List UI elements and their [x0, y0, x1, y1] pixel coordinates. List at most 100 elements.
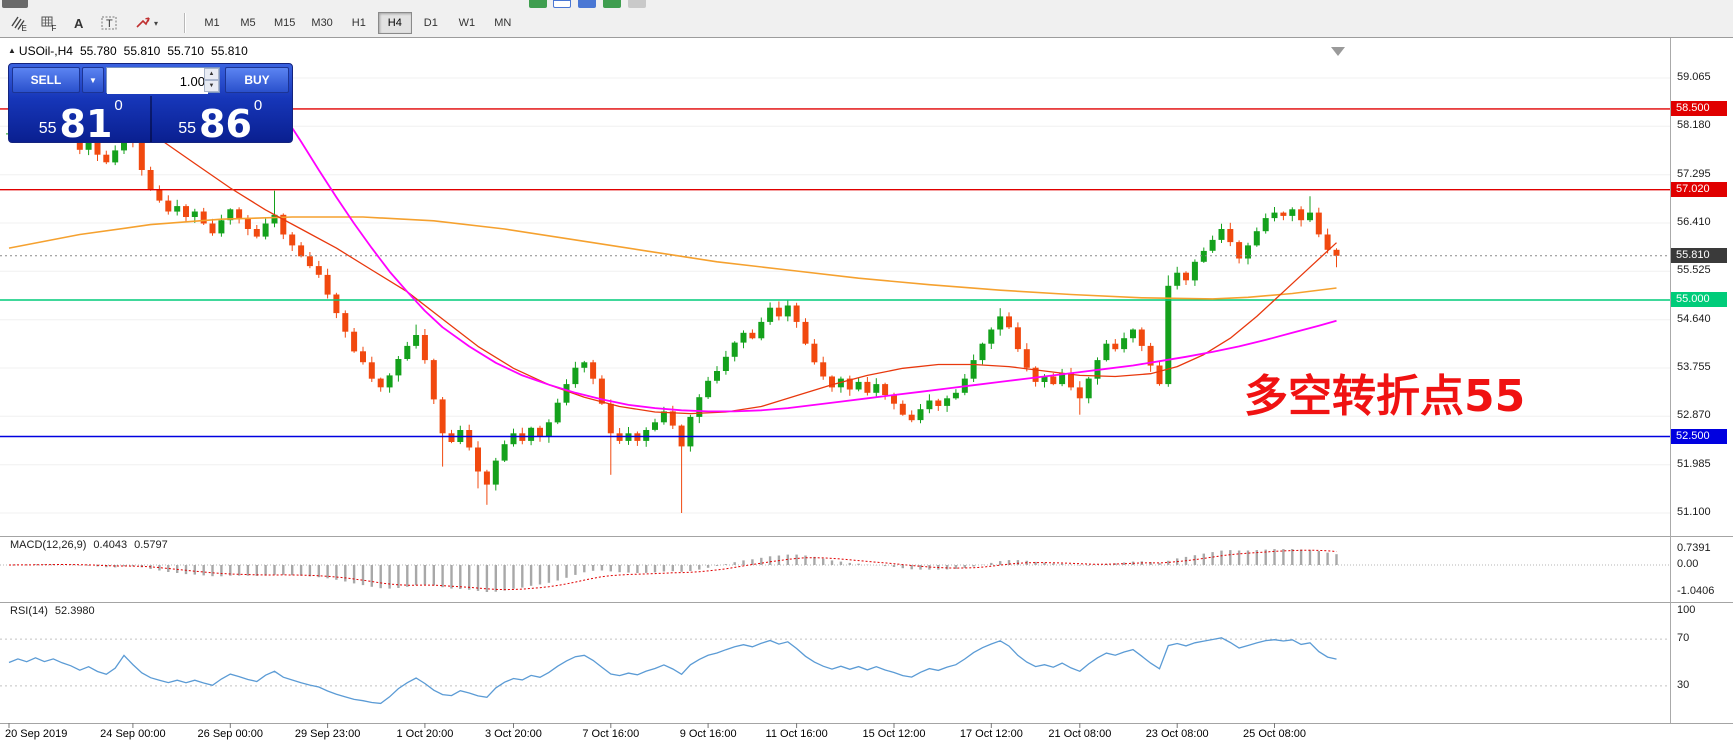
- trade-panel-controls: SELL ▼ ▲ ▼ BUY: [12, 67, 289, 94]
- price-axis-label: 59.065: [1677, 71, 1711, 83]
- buy-price-pipette: 0: [253, 97, 263, 114]
- time-axis-label: 17 Oct 12:00: [959, 728, 1023, 740]
- chart-shift-marker-icon[interactable]: [1331, 47, 1345, 56]
- time-axis-ticks: [8, 723, 1275, 728]
- text-label-tool-button[interactable]: T: [96, 11, 122, 35]
- stepper-up-button[interactable]: ▲: [204, 68, 219, 80]
- volume-input[interactable]: [107, 68, 208, 94]
- timeframe-button-m1[interactable]: M1: [195, 12, 229, 34]
- clipped-toolbar-row: [0, 0, 1733, 9]
- bar-open-value: 55.780: [79, 44, 117, 58]
- volume-dropdown-button[interactable]: ▼: [82, 67, 104, 93]
- timeframe-button-m5[interactable]: M5: [231, 12, 265, 34]
- clipped-icon: [529, 0, 547, 8]
- timeframe-button-w1[interactable]: W1: [450, 12, 484, 34]
- price-axis-label: 53.755: [1677, 361, 1711, 373]
- price-axis-label: 55.525: [1677, 264, 1711, 277]
- time-axis-label: 20 Sep 2019: [5, 728, 68, 740]
- time-axis-label: 29 Sep 23:00: [294, 728, 361, 740]
- time-axis-label: 21 Oct 08:00: [1048, 728, 1112, 740]
- time-axis-label: 26 Sep 00:00: [197, 728, 263, 740]
- clipped-icon: [603, 0, 621, 8]
- bar-high-value: 55.810: [123, 44, 161, 58]
- svg-text:A: A: [74, 16, 84, 31]
- macd-axis-label: 0.00: [1677, 558, 1699, 570]
- bar-close-value: 55.810: [211, 44, 248, 58]
- price-level-badge[interactable]: 57.020: [1671, 181, 1727, 197]
- rsi-axis-label: 30: [1677, 679, 1690, 691]
- sell-price-big-digits: 81: [59, 101, 113, 146]
- clipped-icon: [2, 0, 28, 8]
- clipped-icon: [553, 0, 571, 8]
- symbol-label: USOil-,H4: [18, 44, 73, 58]
- text-a-icon: A: [74, 16, 84, 31]
- rsi-name: RSI(14): [10, 605, 48, 617]
- panel-collapse-icon[interactable]: ▲: [8, 46, 16, 55]
- macd-main-value: 0.4043: [93, 539, 128, 551]
- timeframe-toolbar: M1 M5 M15 M30 H1 H4 D1 W1 MN: [195, 12, 522, 34]
- price-axis-label: 52.870: [1677, 409, 1711, 422]
- hatch-e-icon: E: [11, 16, 27, 32]
- timeframe-button-m15[interactable]: M15: [267, 12, 302, 34]
- price-level-badge[interactable]: 58.500: [1671, 100, 1727, 116]
- chevron-down-icon: ▾: [153, 18, 158, 28]
- bid-price-badge: 55.810: [1671, 247, 1727, 263]
- macd-histogram: [16, 549, 1338, 592]
- volume-field-wrap: ▲ ▼: [106, 67, 220, 94]
- chart-annotation-text[interactable]: 多空转折点55: [1244, 371, 1526, 422]
- quote-header: ▲ USOil-,H4 55.780 55.810 55.710 55.810: [8, 44, 248, 58]
- rsi-line: [8, 637, 1337, 705]
- ma-orange-slow: [8, 216, 1337, 300]
- rsi-axis-label: 70: [1677, 632, 1690, 644]
- volume-stepper: ▲ ▼: [204, 68, 219, 92]
- price-level-badge[interactable]: 55.000: [1671, 292, 1727, 307]
- sell-price-prefix: 55: [38, 120, 57, 137]
- one-click-trade-panel: SELL ▼ ▲ ▼ BUY 55 81 0 55 86 0: [8, 63, 293, 143]
- sell-price-display[interactable]: 55 81 0: [12, 96, 152, 146]
- macd-indicator-label: MACD(12,26,9) 0.4043 0.5797: [10, 539, 168, 551]
- macd-axis-label: -1.0406: [1677, 585, 1715, 597]
- sell-button[interactable]: SELL: [12, 67, 80, 93]
- macd-signal-line: [8, 549, 1337, 591]
- price-axis-label: 58.180: [1677, 119, 1711, 132]
- time-axis-label: 23 Oct 08:00: [1145, 728, 1209, 740]
- stepper-down-button[interactable]: ▼: [204, 80, 219, 92]
- buy-price-big-digits: 86: [199, 101, 252, 146]
- buy-price-display[interactable]: 55 86 0: [152, 96, 290, 146]
- text-tool-button[interactable]: A: [66, 11, 92, 35]
- macd-name: MACD(12,26,9): [10, 539, 87, 551]
- time-axis-label: 11 Oct 16:00: [765, 728, 828, 740]
- main-toolbar: E F A T ▾: [0, 9, 1733, 38]
- arrow-style-dropdown-button[interactable]: ▾: [126, 11, 166, 35]
- candles: [6, 111, 1340, 513]
- grid-f-icon: F: [41, 16, 57, 32]
- price-axis-label: 51.100: [1677, 506, 1711, 518]
- indicator-f-tool-button[interactable]: F: [36, 11, 62, 35]
- bar-low-value: 55.710: [167, 44, 205, 58]
- trade-panel-prices: 55 81 0 55 86 0: [12, 96, 290, 146]
- timeframe-button-h4[interactable]: H4: [377, 12, 412, 34]
- timeframe-button-mn[interactable]: MN: [486, 12, 520, 34]
- time-axis-label: 7 Oct 16:00: [582, 728, 640, 740]
- sell-price-pipette: 0: [114, 97, 123, 114]
- ma-red-fast: [97, 102, 1337, 415]
- price-axis-label: 51.985: [1677, 457, 1711, 470]
- ma-magenta-mid: [264, 89, 1337, 413]
- indicator-e-tool-button[interactable]: E: [6, 11, 32, 35]
- price-level-badge[interactable]: 52.500: [1671, 428, 1727, 444]
- toolbar-separator: [184, 13, 185, 33]
- svg-text:T: T: [106, 18, 113, 30]
- price-axis-label: 57.295: [1677, 167, 1711, 180]
- clipped-icon: [578, 0, 596, 8]
- label-t-icon: T: [101, 16, 117, 30]
- buy-button[interactable]: BUY: [225, 67, 289, 93]
- timeframe-button-d1[interactable]: D1: [414, 12, 448, 34]
- buy-price-prefix: 55: [178, 120, 197, 137]
- timeframe-button-h1[interactable]: H1: [342, 12, 376, 34]
- timeframe-button-m30[interactable]: M30: [304, 12, 339, 34]
- chevron-down-icon: ▼: [89, 75, 97, 85]
- rsi-value: 52.3980: [54, 605, 95, 617]
- rsi-axis-label: 100: [1677, 604, 1696, 616]
- time-axis-label: 15 Oct 12:00: [862, 728, 926, 740]
